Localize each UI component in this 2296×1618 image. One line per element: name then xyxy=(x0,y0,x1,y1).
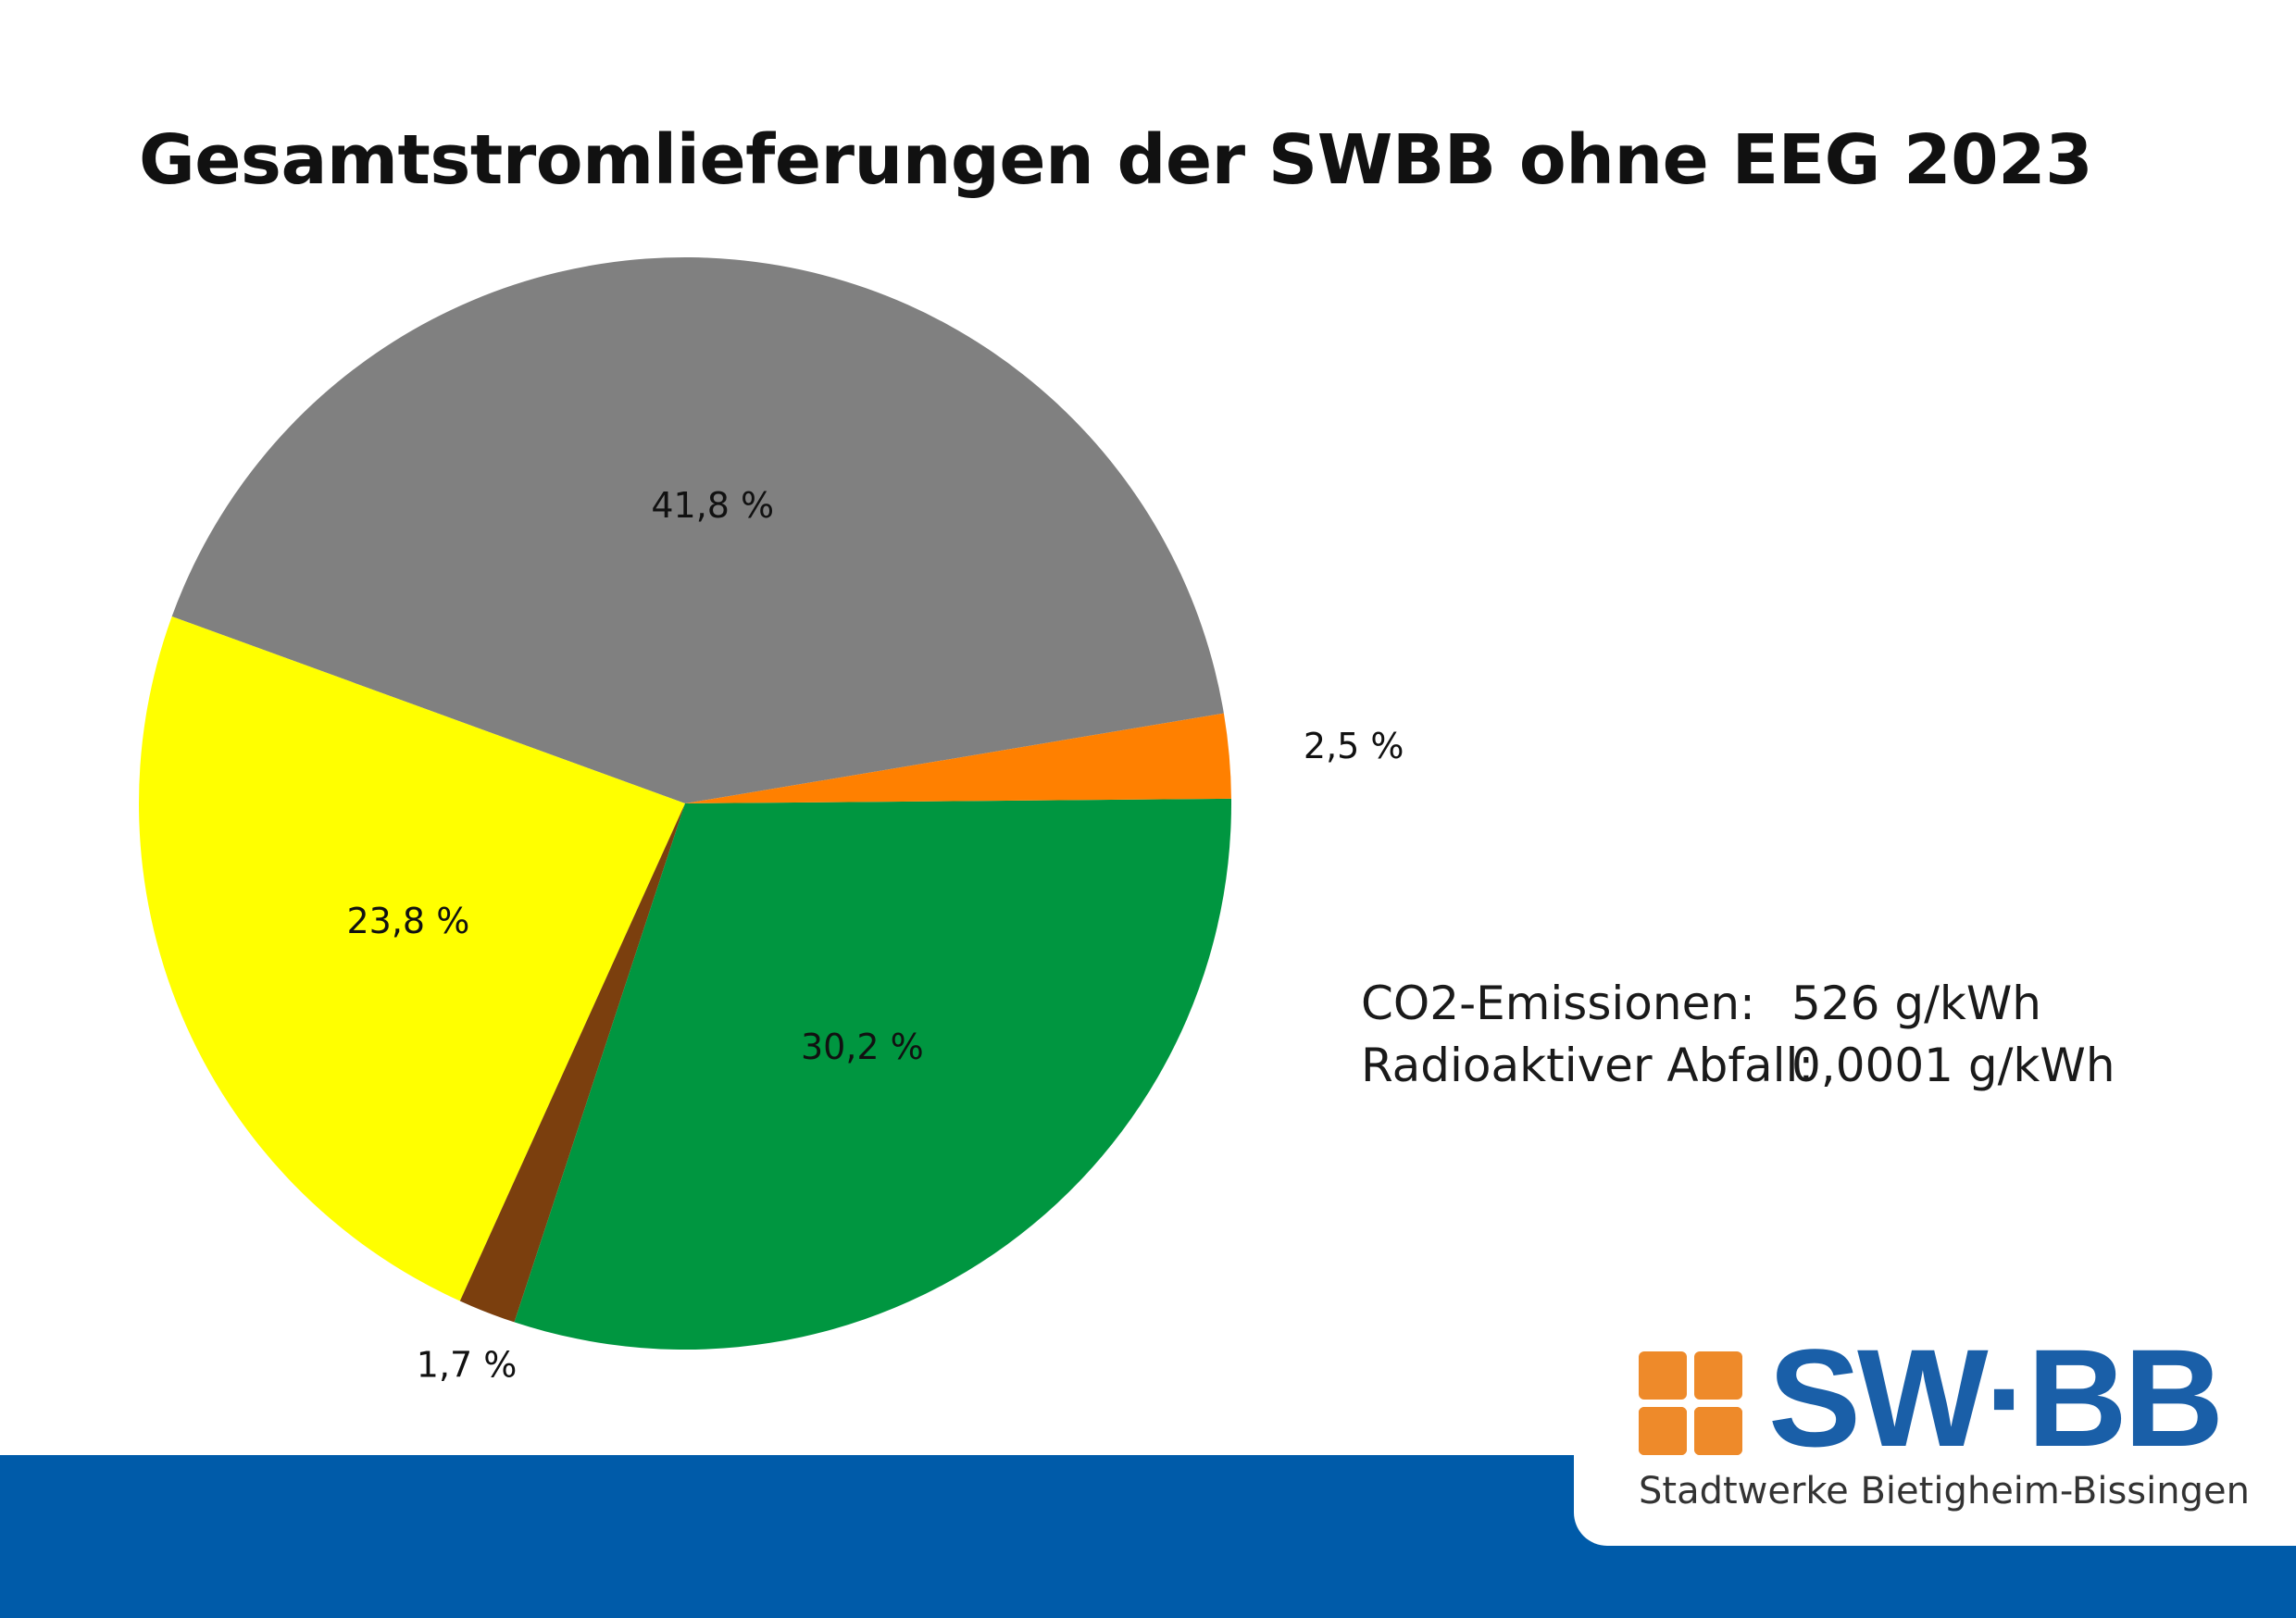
slice-label: 2,5 % xyxy=(1304,726,1404,766)
co2-emissions-label: CO2-Emissionen: xyxy=(1361,977,1755,1030)
logo-square-icon xyxy=(1639,1407,1687,1455)
radioactive-waste-label: Radioaktiver Abfall: xyxy=(1361,1039,1815,1092)
radioactive-waste-value: 0,0001 g/kWh xyxy=(1791,1039,2115,1092)
logo-tagline: Stadtwerke Bietigheim-Bissingen xyxy=(1639,1470,2250,1512)
logo-square-icon xyxy=(1694,1407,1742,1455)
slice-label: 30,2 % xyxy=(801,1027,924,1067)
pie-slice-fossil xyxy=(171,256,1224,803)
logo-wordmark: SW·BB xyxy=(1768,1320,2224,1475)
chart-title: Gesamtstromlieferungen der SWBB ohne EEG… xyxy=(139,120,2093,200)
pie-slice-nuclear xyxy=(514,798,1232,1350)
co2-emissions-value: 526 g/kWh xyxy=(1791,977,2041,1030)
slice-label: 1,7 % xyxy=(417,1345,518,1386)
logo-square-icon xyxy=(1694,1351,1742,1400)
pie-slice-other-small xyxy=(459,803,685,1323)
logo-square-icon xyxy=(1639,1351,1687,1400)
slice-label: 23,8 % xyxy=(347,901,470,941)
pie-slice-renewable xyxy=(138,616,685,1301)
pie-slice-other xyxy=(685,713,1231,803)
slice-label: 41,8 % xyxy=(651,485,774,526)
